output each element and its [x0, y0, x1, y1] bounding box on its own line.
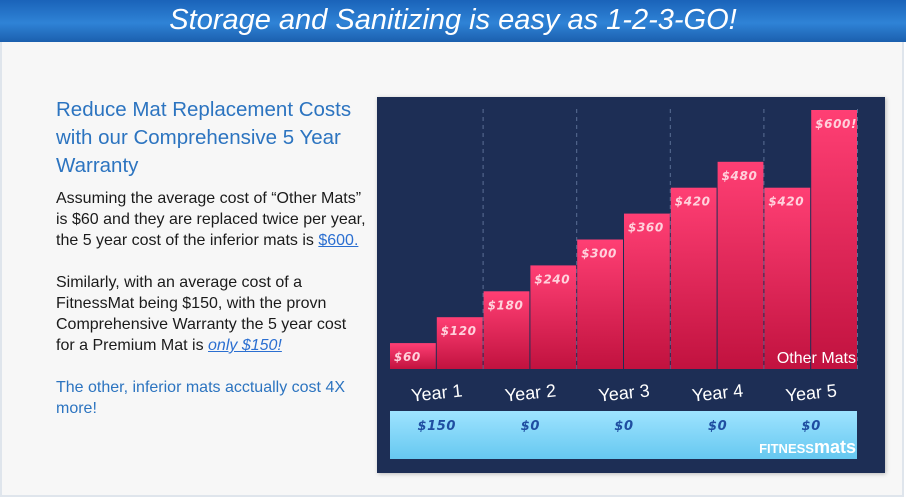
other-mats-total-link[interactable]: $600.	[318, 232, 359, 249]
fitness-mats-value-label: $0	[802, 419, 821, 434]
other-mats-bar	[811, 110, 857, 369]
premium-cost-link[interactable]: only $150!	[208, 337, 282, 354]
other-mats-bar	[483, 291, 530, 369]
fitness-mats-value-label: $0	[521, 419, 540, 434]
other-mats-bar	[577, 239, 623, 369]
fitness-mats-text: Similarly, with an average cost of a Fit…	[56, 274, 347, 354]
other-mats-value-label: $360	[628, 221, 664, 235]
copy-column: Reduce Mat Replacement Costs with our Co…	[56, 96, 366, 419]
warranty-chart: $60 $120 $180 $240 $300 $360 $420 $480 $420 $600!…	[390, 109, 858, 459]
other-mats-value-label: $420	[675, 195, 711, 209]
other-mats-bar	[764, 187, 811, 369]
other-mats-value-label: $120	[441, 324, 477, 338]
other-mats-value-label: $60	[394, 350, 421, 364]
banner-title: Storage and Sanitizing is easy as 1-2-3-…	[0, 0, 906, 42]
other-mats-value-label: $240	[534, 272, 570, 286]
other-mats-paragraph: Assuming the average cost of “Other Mats…	[56, 188, 366, 251]
other-mats-value-label: $480	[722, 169, 758, 183]
other-mats-bar	[436, 317, 483, 369]
other-mats-text: Assuming the average cost of “Other Mats…	[56, 190, 366, 249]
fitness-mats-logo: FITNESSmats	[759, 437, 856, 457]
fitness-mats-paragraph: Similarly, with an average cost of a Fit…	[56, 272, 366, 356]
year-label: Year 1	[410, 380, 463, 405]
other-mats-value-label: $180	[488, 298, 524, 312]
fitness-mats-band	[390, 411, 857, 459]
warranty-heading: Reduce Mat Replacement Costs with our Co…	[56, 98, 352, 177]
other-mats-value-label: $420	[768, 195, 804, 209]
other-mats-bar	[624, 213, 670, 369]
closing-statement: The other, inferior mats acctually cost …	[56, 379, 346, 417]
chart-panel: $60 $120 $180 $240 $300 $360 $420 $480 $420 $600!…	[377, 97, 885, 473]
fitness-mats-value-label: $0	[614, 419, 633, 434]
other-mats-bar	[670, 187, 717, 369]
fitness-mats-value-label: $150	[418, 419, 457, 434]
year-label: Year 3	[597, 380, 650, 405]
year-label: Year 2	[504, 380, 557, 405]
other-mats-value-label: $300	[581, 247, 617, 261]
year-label: Year 5	[785, 380, 838, 405]
other-mats-bar	[390, 343, 436, 369]
fitness-mats-value-label: $0	[708, 419, 727, 434]
other-mats-series-label: Other Mats	[777, 350, 856, 367]
other-mats-bar	[717, 161, 764, 369]
other-mats-value-label: $600!	[815, 117, 857, 131]
other-mats-bar	[530, 265, 577, 369]
year-label: Year 4	[691, 380, 744, 405]
